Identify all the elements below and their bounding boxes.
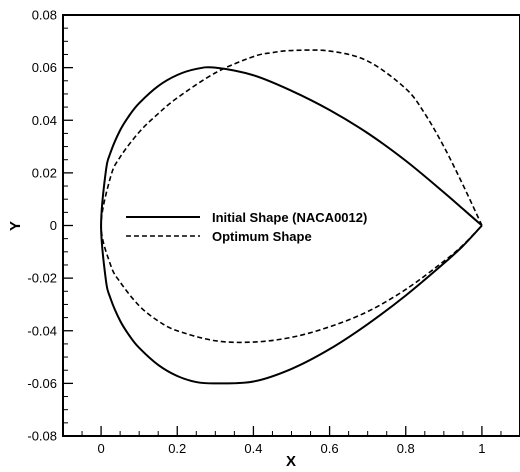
- plot-frame: [62, 14, 520, 437]
- y-tick-label: 0: [50, 218, 57, 233]
- x-tick-label: 1: [478, 441, 485, 456]
- legend-label-initial-shape: Initial Shape (NACA0012): [212, 210, 367, 225]
- x-tick-label: 0.4: [244, 441, 262, 456]
- x-tick-label: 0.2: [168, 441, 186, 456]
- y-tick-label: -0.06: [27, 376, 57, 391]
- y-axis-title: Y: [7, 221, 24, 231]
- legend: Initial Shape (NACA0012) Optimum Shape: [126, 210, 367, 244]
- y-tick-label: 0.08: [32, 8, 57, 23]
- y-tick-label: -0.02: [27, 271, 57, 286]
- y-tick-label: -0.04: [27, 323, 57, 338]
- x-tick-label: 0: [97, 441, 104, 456]
- x-axis-title: X: [286, 453, 296, 470]
- tick-labels-layer: 0 0.2 0.4 0.6 0.8 1 -0.08 -0.06 -0.04 -0.02 0 0.02 0…: [27, 8, 485, 457]
- x-tick-label: 0.6: [321, 441, 339, 456]
- y-tick-label: 0.02: [32, 165, 57, 180]
- legend-label-optimum-shape: Optimum Shape: [212, 229, 312, 244]
- y-tick-label: -0.08: [27, 429, 57, 444]
- x-tick-label: 0.8: [397, 441, 415, 456]
- ticks-layer: [63, 14, 502, 437]
- series-layer: [100, 49, 483, 385]
- y-tick-label: 0.06: [32, 60, 57, 75]
- y-tick-label: 0.04: [32, 113, 57, 128]
- series-line-optimum-shape: [100, 49, 483, 344]
